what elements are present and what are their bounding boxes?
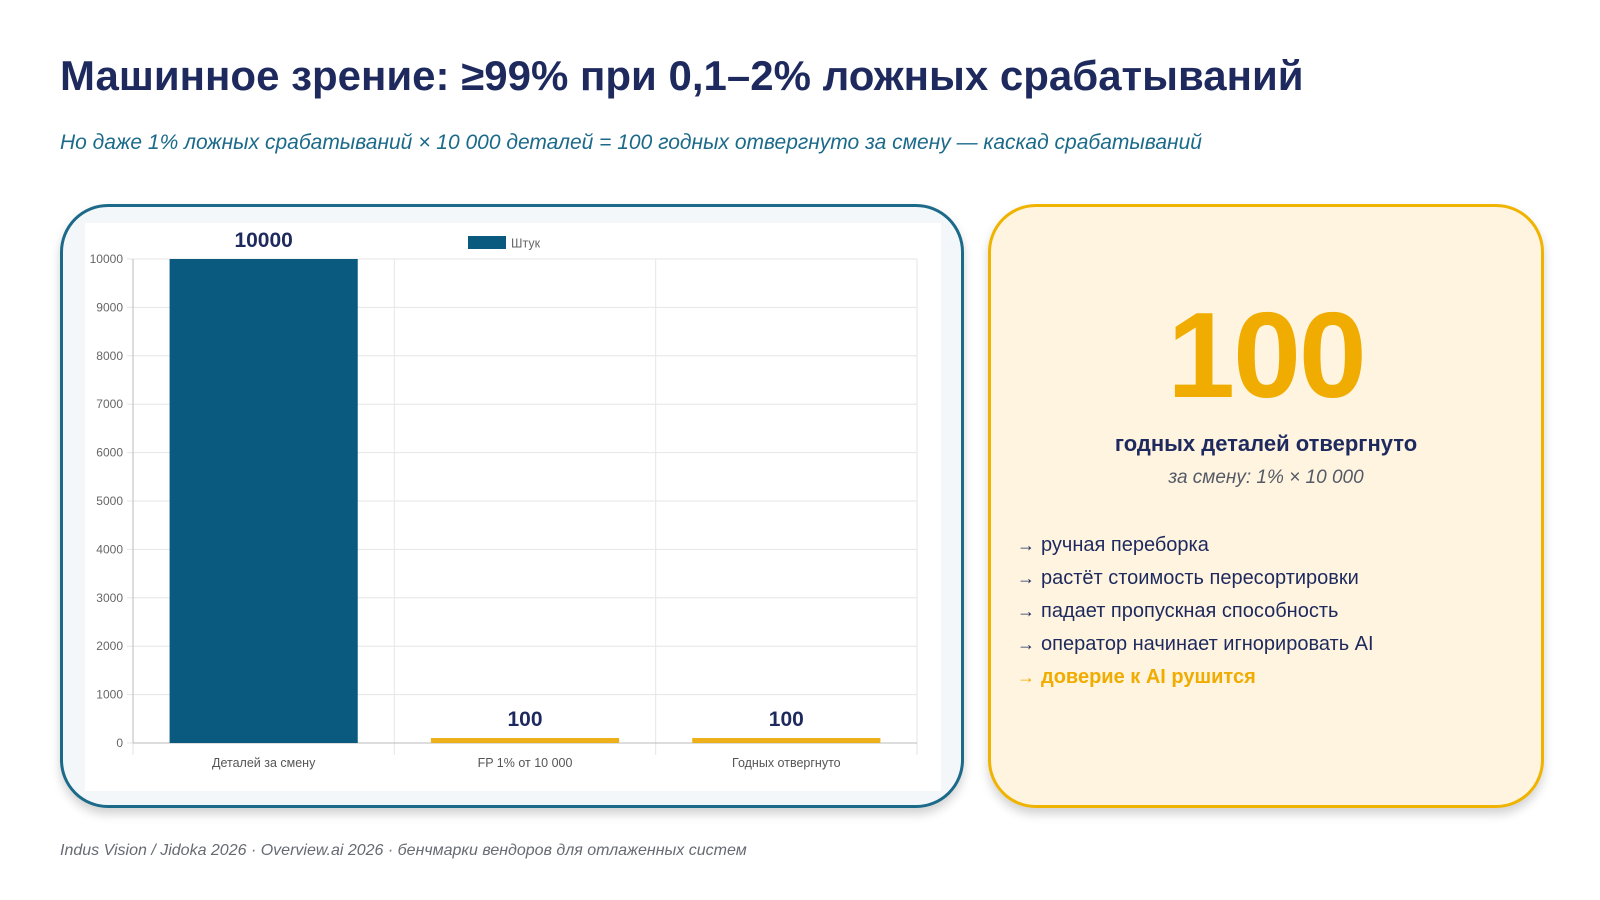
consequence-item: → падает пропускная способность (1017, 595, 1517, 628)
y-tick-label: 1000 (96, 688, 123, 702)
arrow-right-icon: → (1017, 667, 1035, 687)
y-tick-label: 6000 (96, 446, 123, 460)
consequence-item: → оператор начинает игнорировать AI (1017, 628, 1517, 661)
y-tick-label: 5000 (96, 494, 123, 508)
bar (692, 738, 881, 743)
arrow-right-icon: → (1017, 634, 1035, 654)
highlight-subcaption: за смену: 1% × 10 000 (1168, 467, 1364, 488)
y-tick-label: 0 (116, 736, 123, 750)
consequence-item-key: → доверие к AI рушится (1017, 661, 1517, 694)
arrow-right-icon: → (1017, 535, 1035, 555)
highlight-value: 100 (1167, 287, 1367, 423)
consequence-item: → растёт стоимость пересортировки (1017, 562, 1517, 595)
x-tick-label: Деталей за смену (212, 756, 316, 770)
x-tick-label: FP 1% от 10 000 (478, 756, 573, 770)
consequence-text: падает пропускная способность (1041, 600, 1339, 622)
y-tick-label: 8000 (96, 349, 123, 363)
y-tick-label: 3000 (96, 591, 123, 605)
consequence-text: оператор начинает игнорировать AI (1041, 633, 1374, 655)
consequence-text: доверие к AI рушится (1041, 666, 1256, 688)
page-title: Машинное зрение: ≥99% при 0,1–2% ложных … (60, 52, 1304, 99)
arrow-right-icon: → (1017, 568, 1035, 588)
y-tick-label: 4000 (96, 542, 123, 556)
highlight-card: 100 годных деталей отвергнуто за смену: … (988, 204, 1544, 808)
x-tick-label: Годных отвергнуто (732, 756, 841, 770)
y-tick-label: 2000 (96, 639, 123, 653)
bar (169, 259, 358, 743)
chart-panel: 0 1000 2000 3000 4000 5000 6000 7000 8000 9000 100… (85, 223, 941, 791)
legend-label: Штук (511, 237, 541, 251)
arrow-right-icon: → (1017, 601, 1035, 621)
bar-value-label: 10000 (234, 229, 292, 252)
bar-value-label: 100 (507, 708, 542, 731)
y-tick-label: 10000 (90, 252, 124, 266)
consequence-text: ручная переборка (1041, 534, 1209, 556)
bar (430, 738, 620, 743)
y-tick-label: 7000 (96, 397, 123, 411)
bar-chart: 0 1000 2000 3000 4000 5000 6000 7000 8000 9000 100… (90, 229, 918, 770)
highlight-caption: годных деталей отвергнуто (1114, 431, 1418, 456)
page-subtitle: Но даже 1% ложных срабатываний × 10 000 … (60, 131, 1202, 154)
consequence-list: → ручная переборка → растёт стоимость пере… (1017, 529, 1517, 694)
source-footer: Indus Vision / Jidoka 2026 · Overview.ai… (60, 842, 747, 859)
bar-value-label: 100 (769, 708, 804, 731)
consequence-text: растёт стоимость пересортировки (1041, 567, 1359, 589)
y-tick-label: 9000 (96, 300, 123, 314)
legend-swatch (468, 236, 506, 249)
consequence-item: → ручная переборка (1017, 529, 1517, 562)
chart-card: 0 1000 2000 3000 4000 5000 6000 7000 8000 9000 100… (60, 204, 964, 808)
